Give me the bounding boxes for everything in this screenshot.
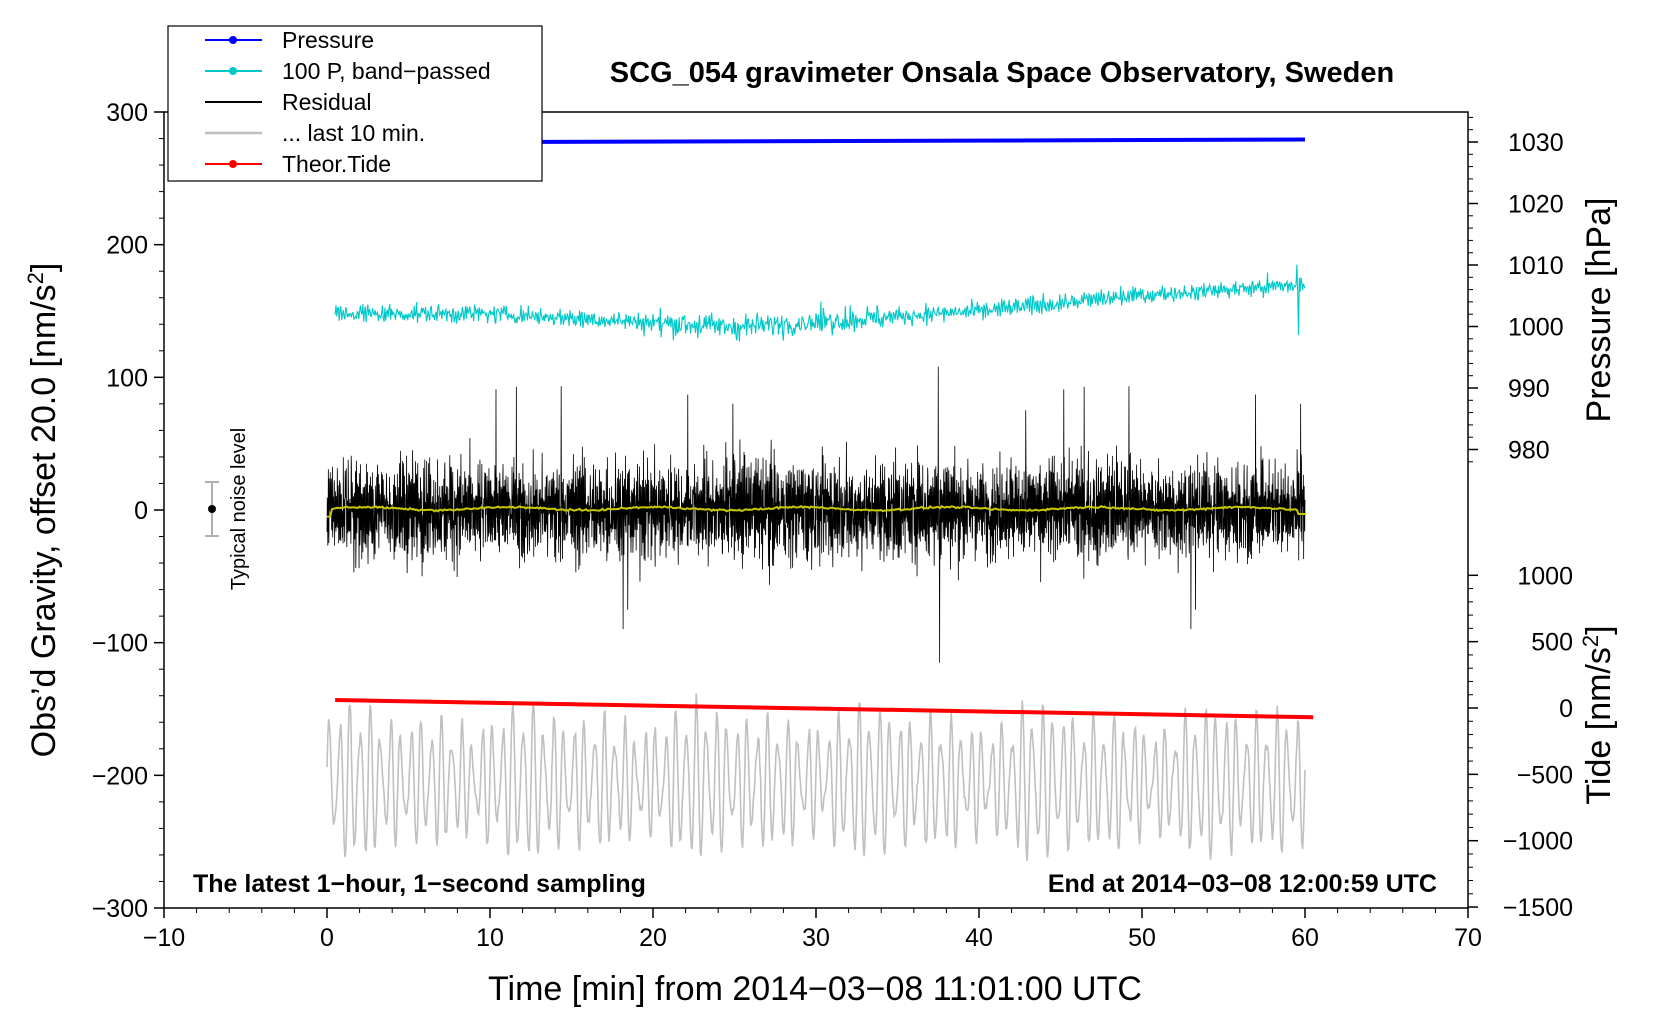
- series-residual: [326, 366, 1306, 663]
- y-axis-label-tide: Tide [nm/s2]: [1578, 625, 1619, 804]
- y-axis-label-left-close: ]: [25, 263, 63, 272]
- x-tick-label: 70: [1454, 924, 1482, 952]
- legend-swatch-marker: [229, 36, 237, 44]
- legend-entry: 100 P, band−passed: [205, 58, 491, 84]
- legend-label: Theor.Tide: [282, 151, 391, 177]
- series-residual-smoothed: [327, 504, 1305, 518]
- x-tick-label: −10: [143, 924, 185, 952]
- series-last-10-min: [326, 693, 1306, 861]
- series-pressure-bandpassed: [334, 264, 1306, 342]
- legend-entry: Residual: [205, 89, 372, 115]
- chart-title: SCG_054 gravimeter Onsala Space Observat…: [610, 57, 1394, 89]
- tide-tick-label: −1000: [1503, 828, 1573, 856]
- pressure-tick-label: 1020: [1508, 191, 1564, 219]
- left-tick-label: 100: [106, 364, 148, 392]
- series-theoretical-tide: [335, 698, 1314, 720]
- noise-level-label: Typical noise level: [228, 428, 250, 590]
- x-tick-label: 30: [802, 924, 830, 952]
- y-axis-label-pressure: Pressure [hPa]: [1580, 198, 1618, 423]
- tide-tick-label: 0: [1559, 695, 1573, 723]
- pressure-tick-label: 1000: [1508, 314, 1564, 342]
- y-axis-label-tide-close: ]: [1580, 625, 1618, 634]
- left-tick-label: −300: [92, 895, 148, 923]
- legend-label: ... last 10 min.: [282, 120, 425, 146]
- axes-layer: −10 0 10 20 30 40 50 60 703002001000−100−200−300…: [92, 99, 1573, 952]
- pressure-tick-label: 990: [1508, 375, 1550, 403]
- y-axis-label-left: Obs’d Gravity, offset 20.0 [nm/s2]: [23, 263, 64, 758]
- legend-entry: Pressure: [205, 27, 374, 53]
- series-layer: [326, 137, 1314, 861]
- left-tick-label: 300: [106, 99, 148, 127]
- y-axis-label-tide-sup: 2: [1578, 635, 1603, 647]
- x-axis-label: Time [min] from 2014−03−08 11:01:00 UTC: [488, 970, 1142, 1008]
- legend-label: Pressure: [282, 27, 374, 53]
- pressure-tick-label: 980: [1508, 437, 1550, 465]
- legend: Pressure 100 P, band−passed Residual ... la…: [167, 25, 543, 182]
- y-axis-label-left-main: Obs’d Gravity, offset 20.0 [nm/s: [25, 284, 63, 757]
- legend-swatch-marker: [229, 160, 237, 168]
- pressure-tick-label: 1030: [1508, 129, 1564, 157]
- x-tick-label: 20: [639, 924, 667, 952]
- left-tick-label: 200: [106, 232, 148, 260]
- legend-entry: Theor.Tide: [205, 151, 391, 177]
- legend-entry: ... last 10 min.: [205, 120, 425, 146]
- legend-box: [167, 25, 543, 182]
- tide-tick-label: 1000: [1517, 562, 1573, 590]
- x-tick-label: 0: [320, 924, 334, 952]
- x-tick-label: 40: [965, 924, 993, 952]
- annotation-end-time: End at 2014−03−08 12:00:59 UTC: [1048, 870, 1437, 898]
- x-tick-label: 60: [1291, 924, 1319, 952]
- left-tick-label: 0: [134, 497, 148, 525]
- left-tick-label: −100: [92, 630, 148, 658]
- noise-level-point: [208, 505, 216, 513]
- y-axis-label-left-sup: 2: [23, 272, 48, 284]
- y-axis-label-tide-main: Tide [nm/s: [1580, 647, 1618, 804]
- left-tick-label: −200: [92, 762, 148, 790]
- tide-tick-label: −500: [1517, 761, 1573, 789]
- tide-tick-label: −1500: [1503, 894, 1573, 922]
- annotation-sampling: The latest 1−hour, 1−second sampling: [193, 870, 646, 898]
- noise-level-indicator: Typical noise level: [205, 428, 250, 590]
- x-tick-label: 50: [1128, 924, 1156, 952]
- legend-label: 100 P, band−passed: [282, 58, 491, 84]
- x-tick-label: 10: [476, 924, 504, 952]
- legend-label: Residual: [282, 89, 372, 115]
- tide-tick-label: 500: [1531, 629, 1573, 657]
- pressure-tick-label: 1010: [1508, 252, 1564, 280]
- legend-swatch-marker: [229, 67, 237, 75]
